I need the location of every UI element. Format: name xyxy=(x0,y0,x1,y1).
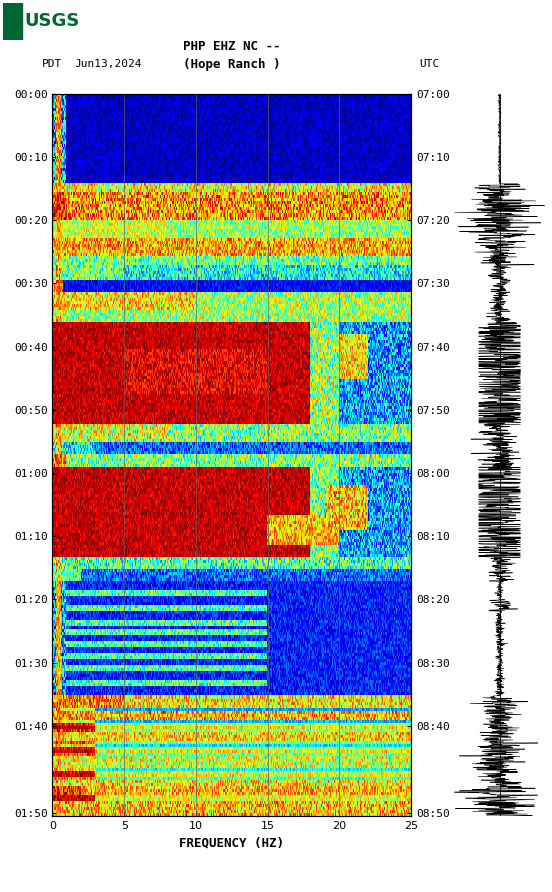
X-axis label: FREQUENCY (HZ): FREQUENCY (HZ) xyxy=(179,837,284,849)
Text: Jun13,2024: Jun13,2024 xyxy=(75,59,142,70)
Text: (Hope Ranch ): (Hope Ranch ) xyxy=(183,58,280,70)
Text: UTC: UTC xyxy=(420,59,440,70)
Bar xyxy=(3,3,22,40)
Text: USGS: USGS xyxy=(25,12,80,30)
Text: PDT: PDT xyxy=(41,59,62,70)
Text: PHP EHZ NC --: PHP EHZ NC -- xyxy=(183,40,280,53)
